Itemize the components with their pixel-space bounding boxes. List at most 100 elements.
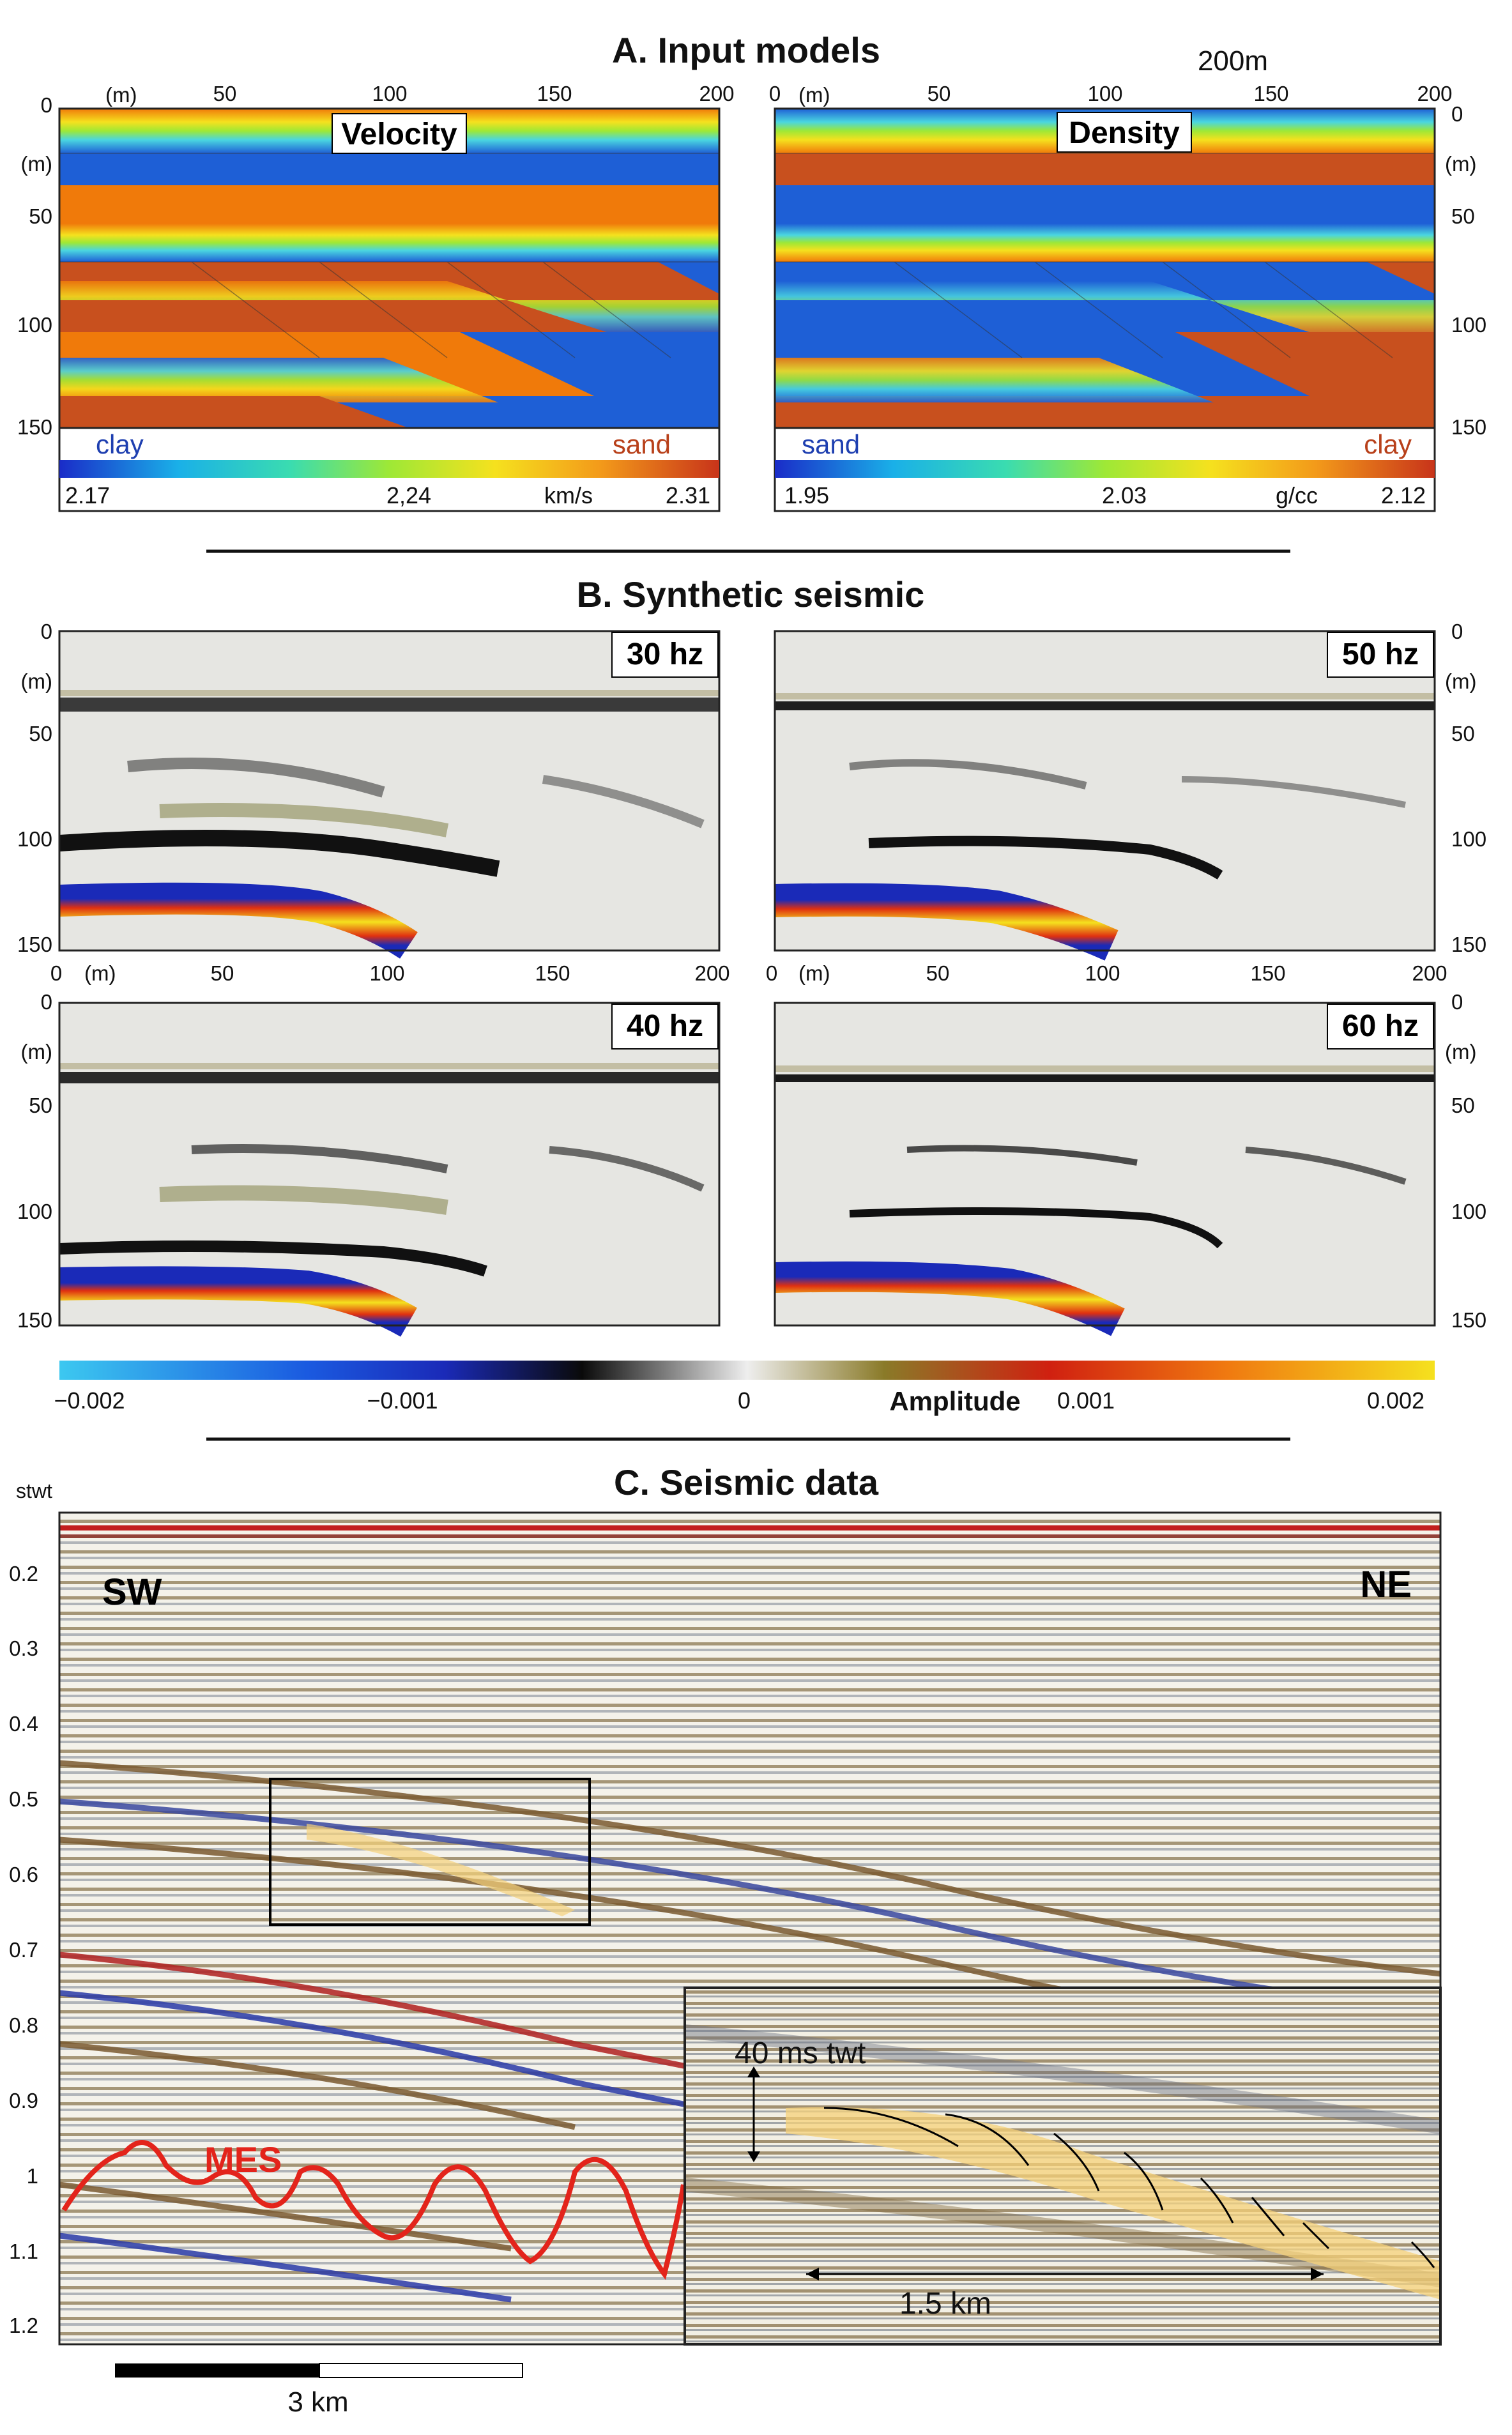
b-top-r-ytick-50: 50 bbox=[1451, 722, 1475, 745]
b-top-r-ytick-100: 100 bbox=[1451, 827, 1486, 851]
density-xtick-200: 200 bbox=[1417, 82, 1452, 105]
b-bot-ytick-50: 50 bbox=[29, 1094, 52, 1117]
velocity-cb-max: 2.31 bbox=[666, 482, 710, 508]
velocity-ytick-0: 0 bbox=[41, 93, 52, 117]
velocity-y-unit: (m) bbox=[21, 152, 52, 176]
b-bot-r-ytick-100: 100 bbox=[1451, 1200, 1486, 1223]
b-right-x-unit: (m) bbox=[798, 961, 830, 985]
density-ytick-150: 150 bbox=[1451, 415, 1486, 439]
velocity-xtick-200: 200 bbox=[699, 82, 734, 105]
section-c-title: C. Seismic data bbox=[614, 1462, 879, 1502]
zoom-box bbox=[269, 1778, 591, 1926]
mes-label: MES bbox=[204, 2139, 282, 2179]
freq-label-50hz: 50 hz bbox=[1342, 637, 1419, 671]
b-left-x-unit: (m) bbox=[84, 961, 116, 985]
b-top-ytick-0: 0 bbox=[41, 620, 52, 643]
density-ytick-0: 0 bbox=[1451, 102, 1463, 126]
inset-vertical-label: 40 ms twt bbox=[735, 2036, 866, 2070]
c-ytick-0.8: 0.8 bbox=[9, 2013, 38, 2037]
density-cb-mid: 2.03 bbox=[1102, 482, 1147, 508]
velocity-ytick-150: 150 bbox=[17, 415, 52, 439]
c-ytick-0.5: 0.5 bbox=[9, 1787, 38, 1811]
b-left-xtick-150: 150 bbox=[535, 961, 570, 985]
amp-tick-002: 0.002 bbox=[1367, 1387, 1424, 1414]
b-left-xtick-100: 100 bbox=[369, 961, 404, 985]
density-ytick-100: 100 bbox=[1451, 313, 1486, 337]
seismic-section: SW NE MES bbox=[58, 1511, 1442, 2346]
scale-label-200m: 200m bbox=[1198, 45, 1268, 77]
b-top-ytick-50: 50 bbox=[29, 722, 52, 745]
velocity-ytick-100: 100 bbox=[17, 313, 52, 337]
sw-label: SW bbox=[102, 1571, 162, 1613]
density-panel: 0 (m) 50 100 150 200 0 (m) 50 100 150 De… bbox=[769, 82, 1486, 512]
velocity-cb-min: 2.17 bbox=[65, 482, 110, 508]
synthetic-panel-50hz: 50 hz bbox=[774, 630, 1436, 961]
c-ytick-1: 1 bbox=[27, 2164, 38, 2188]
velocity-xtick-150: 150 bbox=[537, 82, 572, 105]
section-a-title: A. Input models bbox=[612, 30, 880, 70]
density-y-unit: (m) bbox=[1445, 152, 1476, 176]
amplitude-colorbar bbox=[59, 1361, 1435, 1380]
velocity-cb-mid: 2,24 bbox=[386, 482, 431, 508]
density-colorbar bbox=[775, 460, 1435, 478]
b-right-xtick-0: 0 bbox=[766, 961, 777, 985]
velocity-right-lith: sand bbox=[613, 429, 671, 459]
b-top-r-y-unit: (m) bbox=[1445, 669, 1476, 693]
c-ytick-0.6: 0.6 bbox=[9, 1863, 38, 1886]
b-bot-y-unit: (m) bbox=[21, 1040, 52, 1064]
density-xtick-50: 50 bbox=[928, 82, 951, 105]
b-bot-ytick-0: 0 bbox=[41, 990, 52, 1014]
scale-bar-label: 3 km bbox=[287, 2386, 348, 2418]
freq-label-40hz: 40 hz bbox=[627, 1009, 703, 1043]
density-right-lith: clay bbox=[1364, 429, 1412, 459]
density-xtick-0: 0 bbox=[769, 82, 781, 105]
b-bot-r-ytick-0: 0 bbox=[1451, 990, 1463, 1014]
velocity-panel: (m) 50 100 150 200 0 (m) 50 100 150 Velo… bbox=[17, 82, 735, 512]
velocity-left-lith: clay bbox=[96, 429, 144, 459]
velocity-colorbar bbox=[59, 460, 719, 478]
c-ytick-0.2: 0.2 bbox=[9, 1562, 38, 1585]
amp-tick-neg002: −0.002 bbox=[54, 1387, 125, 1414]
c-ytick-0.9: 0.9 bbox=[9, 2089, 38, 2112]
synthetic-panel-40hz: 40 hz bbox=[58, 1002, 721, 1337]
ne-label: NE bbox=[1360, 1564, 1412, 1605]
b-bot-ytick-150: 150 bbox=[17, 1308, 52, 1332]
b-left-xtick-200: 200 bbox=[694, 961, 729, 985]
density-xtick-150: 150 bbox=[1253, 82, 1288, 105]
density-label: Density bbox=[1069, 116, 1180, 150]
velocity-label: Velocity bbox=[341, 118, 457, 151]
b-top-ytick-100: 100 bbox=[17, 827, 52, 851]
b-bot-ytick-100: 100 bbox=[17, 1200, 52, 1223]
b-top-ytick-150: 150 bbox=[17, 933, 52, 956]
b-right-xtick-200: 200 bbox=[1412, 961, 1447, 985]
scale-bar: 3 km bbox=[115, 2363, 523, 2418]
density-top-unit: (m) bbox=[798, 83, 830, 107]
velocity-ytick-50: 50 bbox=[29, 204, 52, 228]
b-top-r-ytick-0: 0 bbox=[1451, 620, 1463, 643]
b-left-xtick-0: 0 bbox=[50, 961, 62, 985]
section-b-title: B. Synthetic seismic bbox=[577, 574, 925, 614]
amp-tick-0: 0 bbox=[738, 1387, 751, 1414]
mes-horizon bbox=[61, 2140, 686, 2280]
velocity-xtick-50: 50 bbox=[213, 82, 237, 105]
density-xtick-100: 100 bbox=[1087, 82, 1122, 105]
density-cb-max: 2.12 bbox=[1381, 482, 1426, 508]
c-ytick-1.1: 1.1 bbox=[9, 2240, 38, 2263]
velocity-cb-unit: km/s bbox=[544, 482, 593, 508]
density-cb-unit: g/cc bbox=[1276, 482, 1318, 508]
b-top-y-unit: (m) bbox=[21, 669, 52, 693]
b-left-xtick-50: 50 bbox=[211, 961, 234, 985]
synthetic-panel-60hz: 60 hz bbox=[774, 1002, 1436, 1336]
b-top-r-ytick-150: 150 bbox=[1451, 933, 1486, 956]
b-bot-r-y-unit: (m) bbox=[1445, 1040, 1476, 1064]
velocity-xtick-100: 100 bbox=[372, 82, 407, 105]
amp-tick-neg001: −0.001 bbox=[367, 1387, 438, 1414]
synthetic-panel-30hz: 30 hz bbox=[58, 630, 721, 959]
density-left-lith: sand bbox=[802, 429, 860, 459]
c-ytick-0.4: 0.4 bbox=[9, 1712, 38, 1736]
b-bot-r-ytick-50: 50 bbox=[1451, 1094, 1475, 1117]
density-ytick-50: 50 bbox=[1451, 204, 1475, 228]
b-right-xtick-50: 50 bbox=[926, 961, 950, 985]
b-right-xtick-100: 100 bbox=[1085, 961, 1120, 985]
